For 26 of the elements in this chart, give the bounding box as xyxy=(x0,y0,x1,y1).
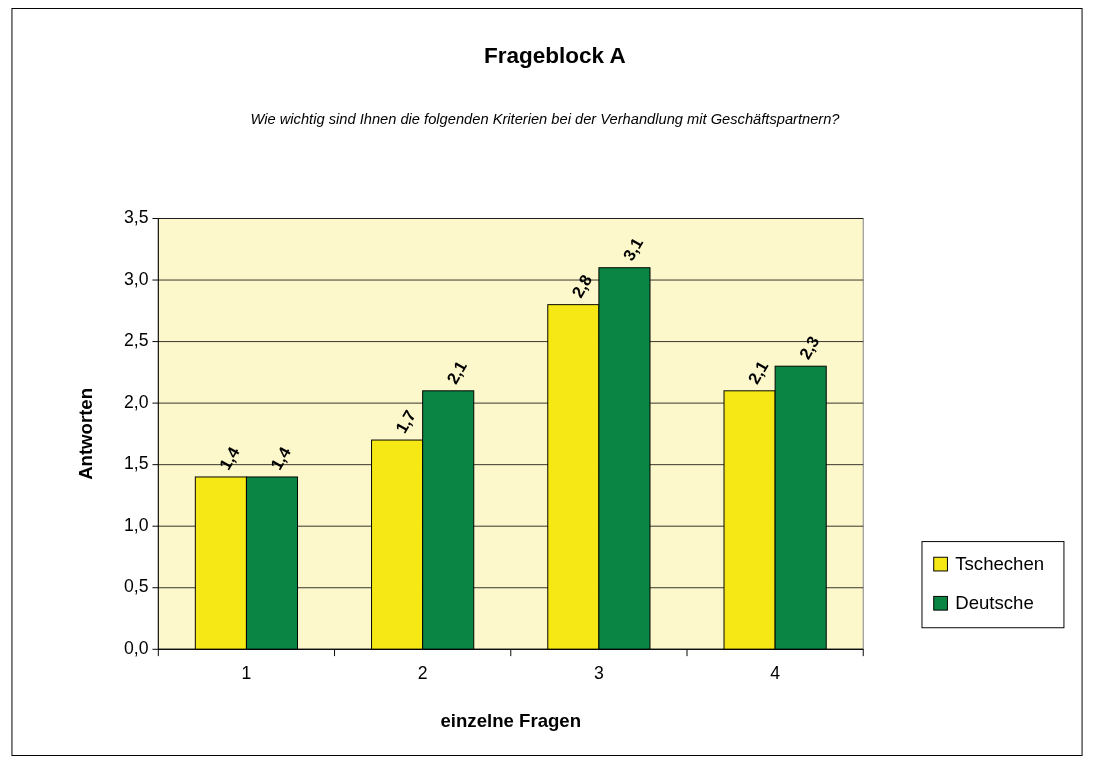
legend-label: Deutsche xyxy=(955,592,1034,614)
x-tick-label: 3 xyxy=(593,662,604,683)
y-tick-label: 2,0 xyxy=(124,391,149,412)
y-tick-label: 0,5 xyxy=(124,576,149,597)
data-label: 2,3 xyxy=(795,333,824,363)
data-label: 2,8 xyxy=(568,271,597,302)
chart-title: Frageblock A xyxy=(483,42,626,68)
data-label: 1,7 xyxy=(391,406,420,437)
x-tick-label: 1 xyxy=(241,662,252,683)
y-tick-label: 1,5 xyxy=(124,453,149,474)
data-label: 1,4 xyxy=(266,443,296,474)
y-axis-title: Antworten xyxy=(74,387,96,480)
data-label: 1,4 xyxy=(215,443,244,474)
data-label: 2,1 xyxy=(442,357,471,388)
legend-label: Tschechen xyxy=(955,552,1045,574)
y-tick-label: 2,5 xyxy=(124,330,149,351)
y-tick-label: 0,0 xyxy=(124,637,149,658)
chart-subtitle: Wie wichtig sind Ihnen die folgenden Kriterien bei der Verhandlung mit Geschäftspartnern? xyxy=(250,110,841,127)
data-label: 2,1 xyxy=(744,357,773,388)
x-axis-title: einzelne Fragen xyxy=(440,709,582,731)
data-label: 3,1 xyxy=(619,234,648,265)
y-tick-label: 1,0 xyxy=(124,514,149,535)
x-tick-label: 2 xyxy=(417,662,428,683)
y-tick-label: 3,5 xyxy=(124,207,149,228)
x-tick-label: 4 xyxy=(770,662,781,683)
y-tick-label: 3,0 xyxy=(124,268,149,289)
